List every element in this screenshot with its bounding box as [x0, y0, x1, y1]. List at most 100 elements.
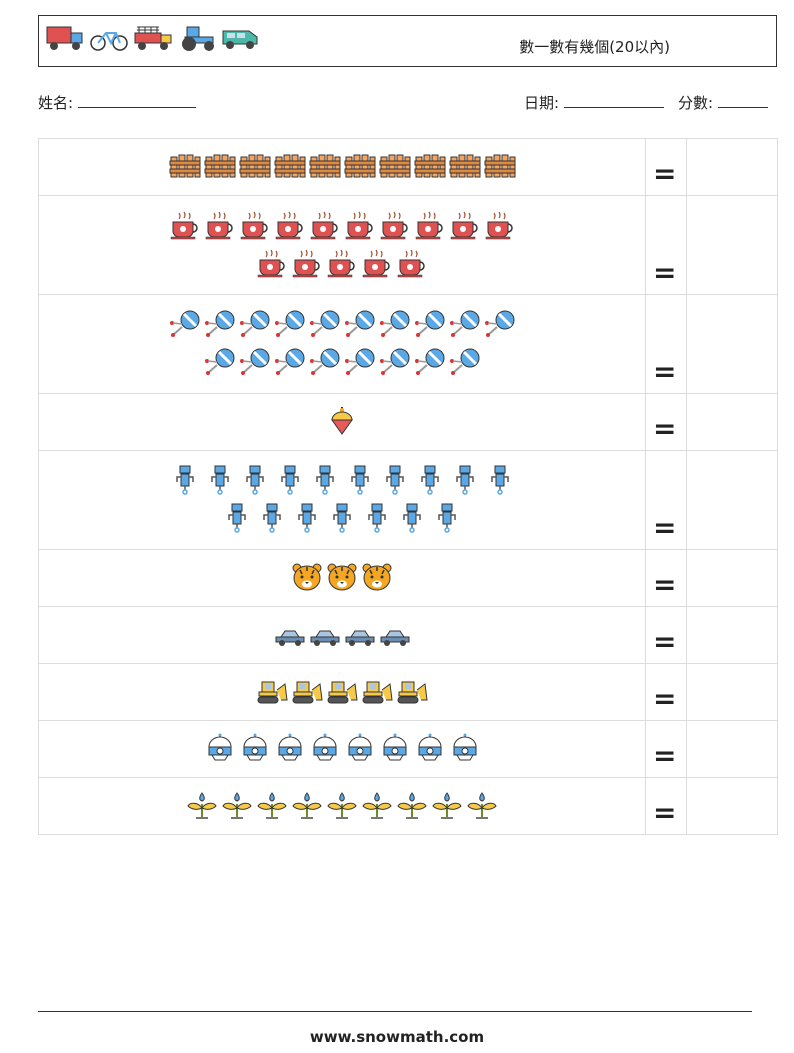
robot-icon	[377, 465, 412, 497]
score-blank[interactable]	[717, 93, 768, 108]
coffee-cup-icon	[202, 210, 237, 242]
table-row: =	[38, 450, 778, 550]
table-row: =	[38, 294, 778, 394]
car-icon	[377, 619, 412, 651]
robot-icon	[255, 503, 290, 535]
equals-sign: =	[653, 568, 677, 601]
picture-cell	[38, 393, 646, 451]
robot-head-icon	[237, 733, 272, 765]
truck-icon	[45, 23, 85, 53]
coffee-cup-icon	[412, 210, 447, 242]
answer-box[interactable]	[686, 450, 778, 550]
picture-cell	[38, 450, 646, 550]
coffee-cup-icon	[360, 248, 395, 280]
equals-sign: =	[653, 796, 677, 829]
bulldozer-icon	[360, 676, 395, 708]
picture-cell	[38, 720, 646, 778]
robot-icon	[447, 465, 482, 497]
lollipop-icon	[482, 309, 517, 341]
fence-icon	[307, 151, 342, 183]
robot-icon	[360, 503, 395, 535]
table-row: =	[38, 549, 778, 607]
equals-sign: =	[653, 511, 677, 544]
date-label: 日期:	[524, 94, 560, 112]
coffee-cup-icon	[395, 248, 430, 280]
answer-box[interactable]	[686, 294, 778, 394]
bicycle-icon	[89, 23, 129, 53]
robot-icon	[237, 465, 272, 497]
date-blank[interactable]	[563, 93, 664, 108]
coffee-cup-icon	[325, 248, 360, 280]
equals-sign: =	[653, 412, 677, 445]
robot-head-icon	[307, 733, 342, 765]
picture-cell	[38, 294, 646, 394]
coffee-cup-icon	[482, 210, 517, 242]
robot-icon	[395, 503, 430, 535]
worksheet-header: 數一數有幾個(20以內)	[38, 15, 777, 67]
worksheet-title: 數一數有幾個(20以內)	[519, 38, 670, 56]
equals-sign: =	[653, 739, 677, 772]
robot-head-icon	[377, 733, 412, 765]
answer-box[interactable]	[686, 777, 778, 835]
fence-icon	[202, 151, 237, 183]
equals-sign: =	[653, 355, 677, 388]
lollipop-icon	[377, 309, 412, 341]
robot-icon	[220, 503, 255, 535]
footer-url: www.snowmath.com	[309, 1028, 485, 1046]
robot-head-icon	[202, 733, 237, 765]
equals-cell: =	[645, 450, 687, 550]
lollipop-icon	[377, 347, 412, 379]
lollipop-icon	[342, 309, 377, 341]
van-icon	[221, 23, 261, 53]
lollipop-icon	[237, 309, 272, 341]
fence-icon	[447, 151, 482, 183]
coffee-cup-icon	[167, 210, 202, 242]
lollipop-icon	[412, 309, 447, 341]
answer-box[interactable]	[686, 606, 778, 664]
car-icon	[272, 619, 307, 651]
robot-icon	[307, 465, 342, 497]
coffee-cup-icon	[342, 210, 377, 242]
tiger-icon	[360, 562, 395, 594]
answer-box[interactable]	[686, 393, 778, 451]
robot-icon	[272, 465, 307, 497]
robot-icon	[430, 503, 465, 535]
robot-icon	[412, 465, 447, 497]
answer-box[interactable]	[686, 720, 778, 778]
table-row: =	[38, 720, 778, 778]
robot-icon	[482, 465, 517, 497]
sprout-icon	[290, 790, 325, 822]
equals-sign: =	[653, 625, 677, 658]
name-label: 姓名:	[38, 94, 74, 112]
name-blank[interactable]	[77, 93, 196, 108]
lollipop-icon	[272, 347, 307, 379]
answer-box[interactable]	[686, 549, 778, 607]
vehicle-banner	[45, 23, 261, 53]
fence-icon	[377, 151, 412, 183]
equals-cell: =	[645, 393, 687, 451]
robot-icon	[167, 465, 202, 497]
table-row: =	[38, 195, 778, 295]
bulldozer-icon	[255, 676, 290, 708]
answer-box[interactable]	[686, 138, 778, 196]
score-field: 分數:	[678, 92, 768, 113]
coffee-cup-icon	[377, 210, 412, 242]
sprout-icon	[220, 790, 255, 822]
answer-box[interactable]	[686, 195, 778, 295]
robot-icon	[290, 503, 325, 535]
tiger-icon	[290, 562, 325, 594]
counting-table: = = = = = = = = = =	[38, 138, 778, 835]
coffee-cup-icon	[307, 210, 342, 242]
robot-icon	[342, 465, 377, 497]
lollipop-icon	[202, 309, 237, 341]
lollipop-icon	[447, 347, 482, 379]
answer-box[interactable]	[686, 663, 778, 721]
equals-sign: =	[653, 157, 677, 190]
robot-head-icon	[272, 733, 307, 765]
picture-cell	[38, 549, 646, 607]
sprout-icon	[465, 790, 500, 822]
table-row: =	[38, 138, 778, 196]
lollipop-icon	[237, 347, 272, 379]
picture-cell	[38, 195, 646, 295]
equals-cell: =	[645, 663, 687, 721]
